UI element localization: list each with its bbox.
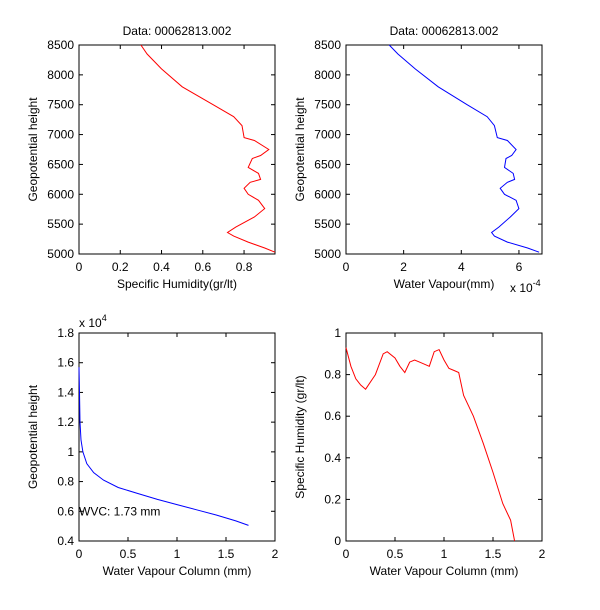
y-axis-label: Specific Humidity (gr/lt): [293, 375, 307, 498]
x-tick-label: 0: [76, 260, 83, 274]
y-tick-label: 0.2: [324, 492, 341, 506]
y-tick-label: 5500: [314, 217, 341, 231]
y-tick-label: 0: [334, 534, 341, 548]
series-line-water-vapour-column: [78, 367, 249, 526]
y-tick-label: 8000: [314, 68, 341, 82]
y-axis-label: Geopotential height: [293, 97, 307, 202]
y-tick-label: 0.8: [324, 368, 341, 382]
series-line-water-vapour: [388, 44, 540, 253]
y-axis-label: Geopotential height: [26, 384, 40, 489]
y-tick-label: 7000: [314, 128, 341, 142]
y-tick-label: 7500: [47, 98, 74, 112]
y-tick-label: 8500: [47, 38, 74, 52]
y-tick-label: 0.4: [324, 451, 341, 465]
chart-2: 0 2 4 6 5000 5500 6000 6500 7000 7500 8000 8500 Data…: [293, 24, 543, 295]
x-tick-label: 0.5: [120, 547, 137, 561]
y-tick-label: 6000: [47, 187, 74, 201]
series-line-specific-humidity: [140, 44, 276, 253]
x-tick-label: 1.5: [218, 547, 235, 561]
x-tick-label: 0.4: [153, 260, 170, 274]
y-tick-label: 8000: [47, 68, 74, 82]
y-tick-label: 0.6: [57, 504, 74, 518]
plot-area: [78, 332, 276, 542]
x-tick-label: 0.6: [194, 260, 211, 274]
plot-area: [78, 44, 276, 255]
y-tick-label: 1.6: [57, 356, 74, 370]
x-tick-label: 2: [272, 547, 279, 561]
x-axis-label: Water Vapour Column (mm): [370, 564, 519, 578]
x-tick-label: 0.2: [112, 260, 129, 274]
plot-area: [345, 332, 543, 542]
y-exponent: x 104: [79, 313, 107, 330]
x-axis-label: Water Vapour Column (mm): [103, 564, 252, 578]
annotation-wvc: WVC: 1.73 mm: [79, 504, 160, 518]
y-tick-label: 7500: [314, 98, 341, 112]
y-tick-label: 1: [334, 326, 341, 340]
y-tick-label: 0.4: [57, 534, 74, 548]
x-tick-label: 0: [76, 547, 83, 561]
y-tick-label: 1.4: [57, 385, 74, 399]
chart-1: 0 0.2 0.4 0.6 0.8 5000 5500 6000 6500 7000 7500 800…: [26, 24, 276, 291]
x-tick-label: 1: [441, 547, 448, 561]
x-axis-label: Water Vapour(mm): [394, 277, 495, 291]
chart-title: Data: 00062813.002: [123, 24, 232, 38]
y-tick-label: 1.2: [57, 415, 74, 429]
y-tick-label: 5500: [47, 217, 74, 231]
y-tick-label: 7000: [47, 128, 74, 142]
x-tick-label: 1: [174, 547, 181, 561]
x-tick-label: 0: [343, 547, 350, 561]
y-tick-label: 1.8: [57, 326, 74, 340]
y-tick-label: 5000: [47, 247, 74, 261]
x-tick-label: 2: [400, 260, 407, 274]
x-tick-label: 4: [458, 260, 465, 274]
y-tick-label: 1: [67, 445, 74, 459]
plot-area: [345, 44, 543, 255]
x-tick-label: 0.5: [387, 547, 404, 561]
y-tick-label: 8500: [314, 38, 341, 52]
y-tick-label: 6500: [314, 157, 341, 171]
y-tick-label: 0.8: [57, 475, 74, 489]
chart-4: 0 0.5 1 1.5 2 0 0.2 0.4 0.6 0.8 1 Water Vapour Colu…: [293, 326, 546, 578]
y-axis-label: Geopotential height: [26, 97, 40, 202]
x-axis-label: Specific Humidity(gr/lt): [117, 277, 237, 291]
chart-3: 0 0.5 1 1.5 2 0.4 0.6 0.8 1 1.2 1.4 1.6 1.8 Water Vap…: [26, 313, 279, 578]
y-tick-label: 0.6: [324, 409, 341, 423]
series-line-humidity-vs-column: [345, 347, 516, 542]
x-tick-label: 2: [539, 547, 546, 561]
x-tick-label: 1.5: [485, 547, 502, 561]
y-tick-label: 6000: [314, 187, 341, 201]
chart-title: Data: 00062813.002: [390, 24, 499, 38]
y-tick-label: 5000: [314, 247, 341, 261]
x-tick-label: 0.8: [236, 260, 253, 274]
x-tick-label: 0: [343, 260, 350, 274]
x-tick-label: 6: [516, 260, 523, 274]
y-tick-label: 6500: [47, 157, 74, 171]
